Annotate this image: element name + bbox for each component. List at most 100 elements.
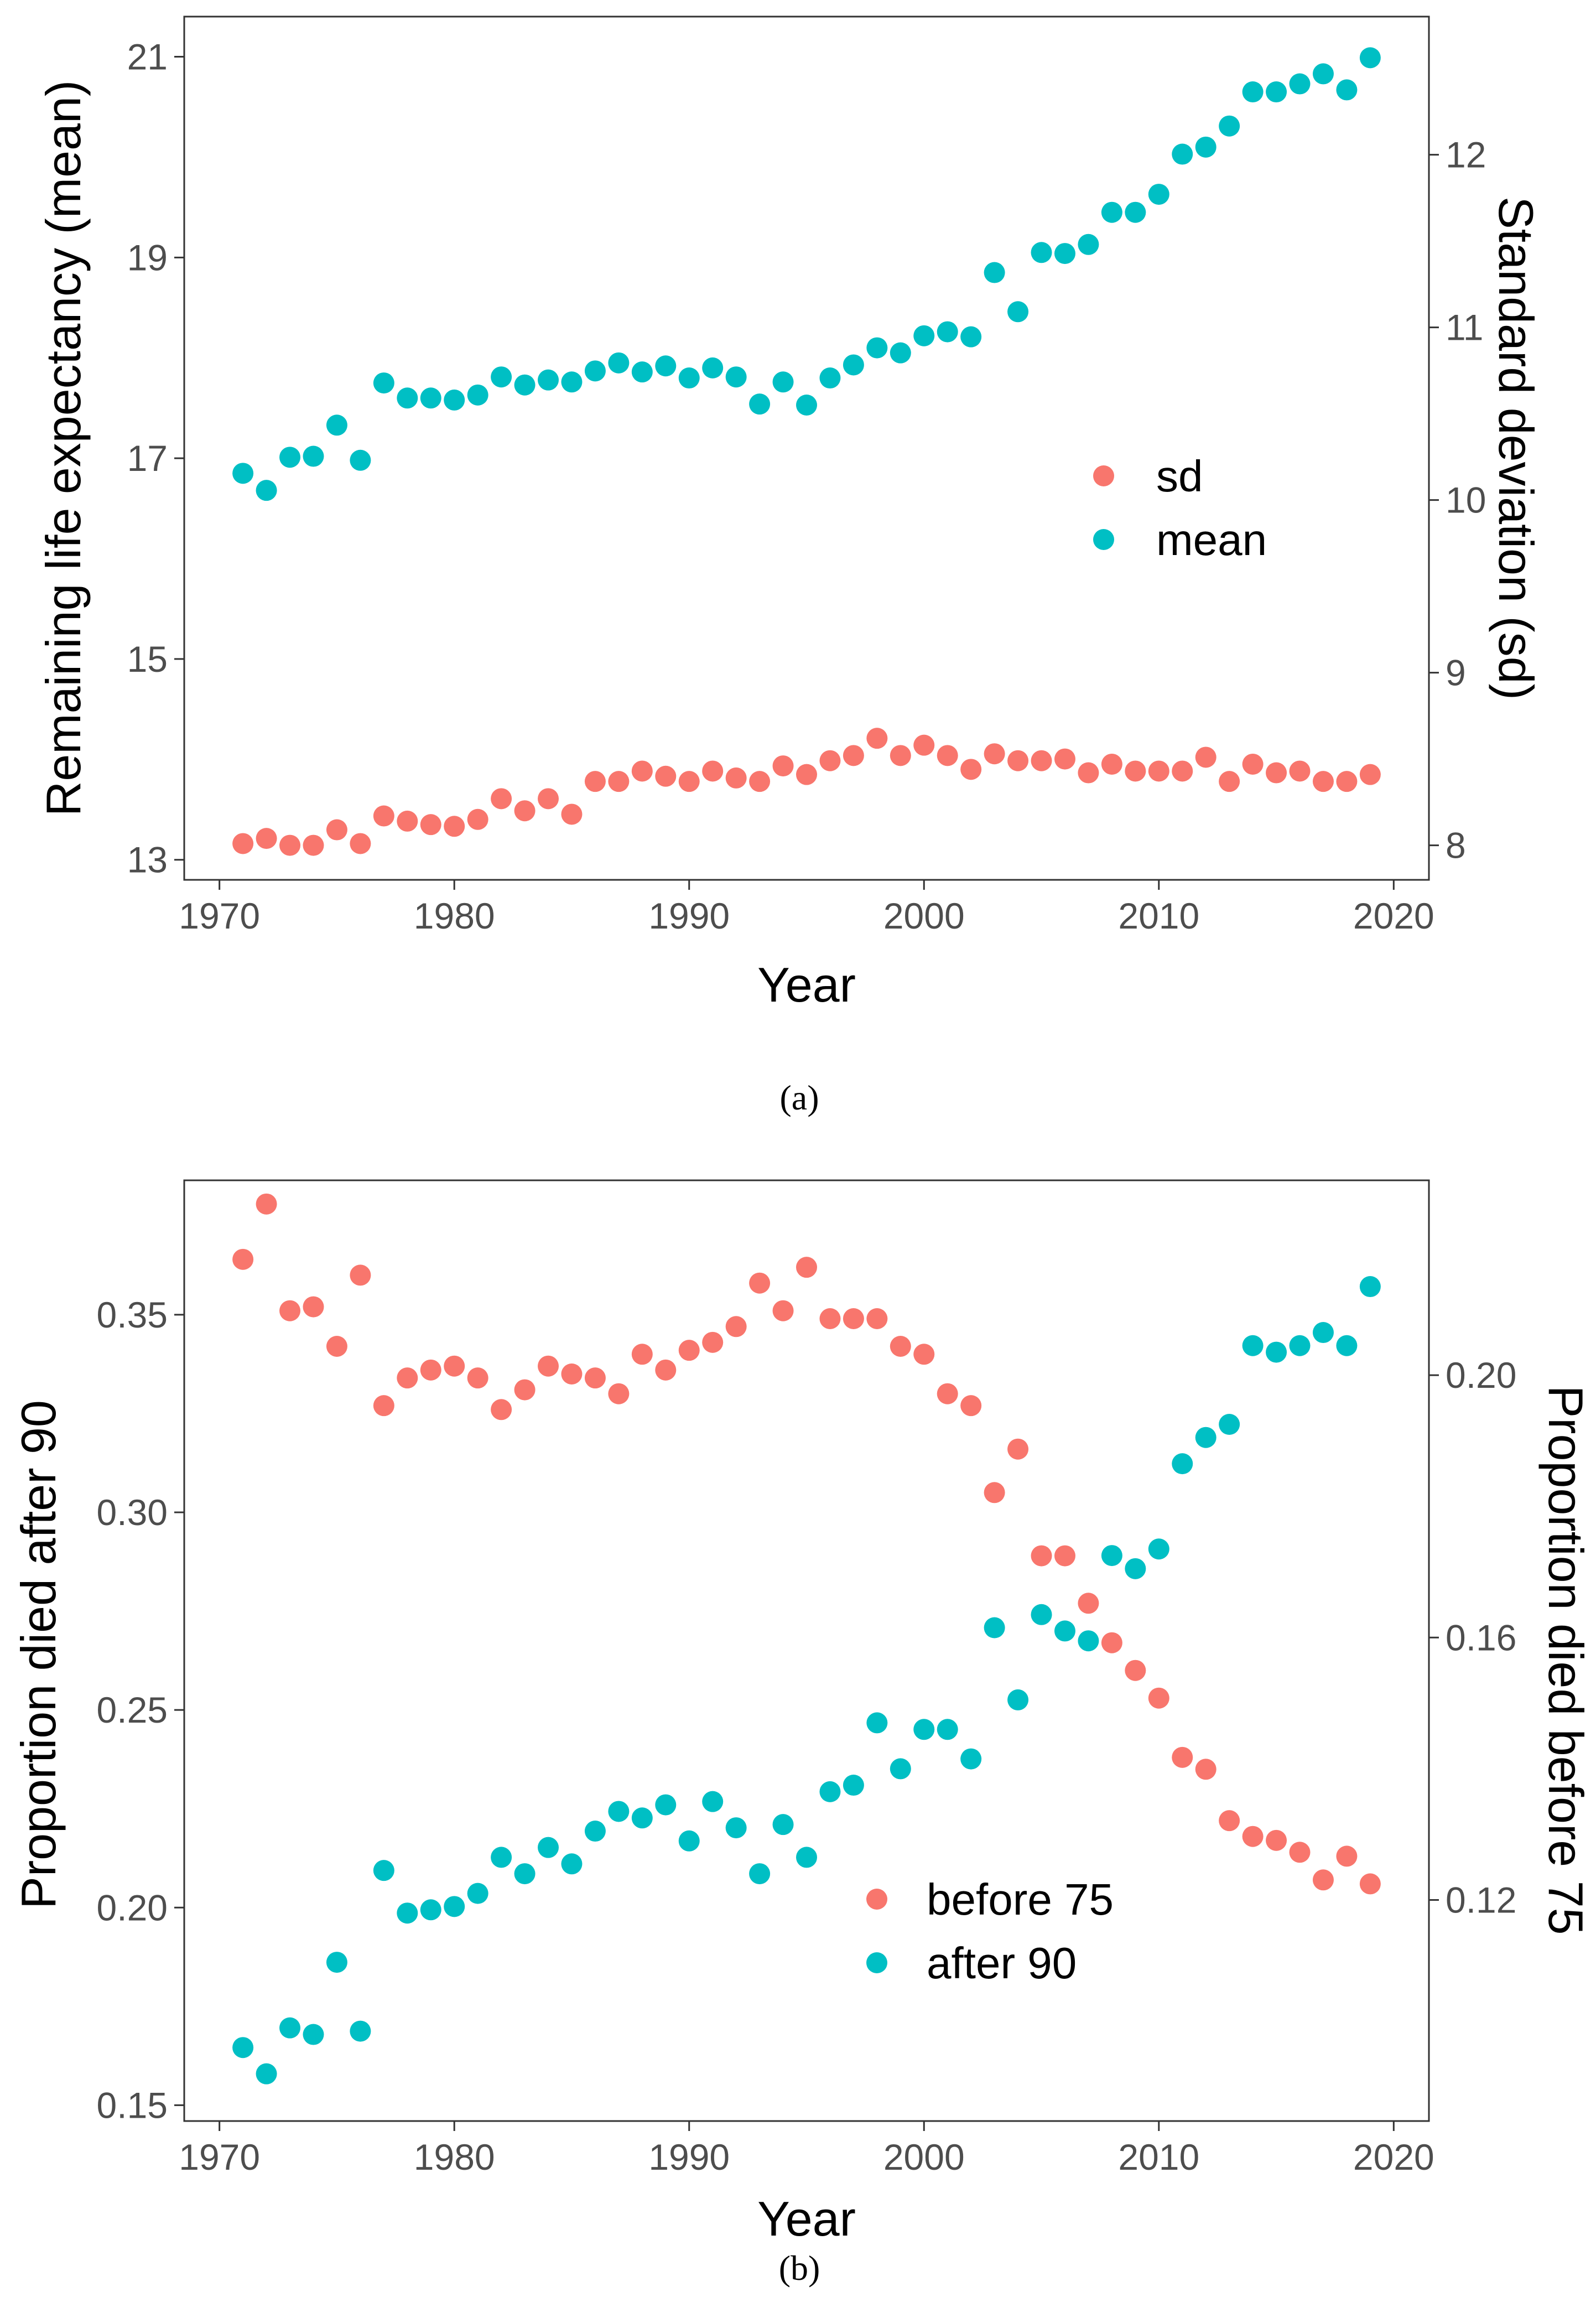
point-after-90: [538, 1837, 559, 1858]
point-before-75: [232, 1248, 254, 1270]
point-before-75: [397, 1367, 418, 1389]
point-after-90: [843, 1775, 864, 1796]
panel-b-left-y-axis-label: Proportion died after 90: [11, 1400, 66, 1909]
point-sd: [1312, 771, 1334, 792]
point-mean: [608, 352, 630, 374]
point-sd: [420, 814, 441, 836]
left-y-tick-label: 0.35: [97, 1294, 168, 1335]
point-after-90: [420, 1899, 441, 1921]
point-mean: [491, 366, 512, 388]
point-sd: [819, 750, 841, 771]
point-mean: [420, 387, 441, 409]
point-after-90: [937, 1719, 958, 1740]
point-before-75: [1148, 1687, 1169, 1709]
point-after-90: [584, 1821, 606, 1842]
point-mean: [303, 445, 324, 467]
point-after-90: [444, 1896, 465, 1917]
panel-b-x-axis-label: Year: [757, 2191, 856, 2246]
point-after-90: [913, 1719, 935, 1740]
point-after-90: [491, 1847, 512, 1868]
panel-a-right-y-axis: 8 9 10 11 12: [1429, 134, 1486, 866]
point-before-75: [303, 1296, 324, 1318]
point-sd: [561, 803, 583, 825]
point-after-90: [1336, 1335, 1358, 1356]
point-after-90: [514, 1863, 536, 1885]
point-after-90: [279, 2017, 301, 2039]
point-after-90: [1289, 1335, 1311, 1356]
point-sd: [1101, 753, 1122, 775]
point-sd: [397, 810, 418, 832]
point-sd: [1336, 771, 1358, 792]
point-before-75: [350, 1264, 371, 1286]
x-tick-label: 1970: [179, 2137, 260, 2177]
left-y-tick-label: 19: [127, 237, 168, 278]
point-mean: [1101, 201, 1122, 223]
point-before-75: [326, 1336, 347, 1357]
point-after-90: [702, 1791, 724, 1812]
point-after-90: [1031, 1604, 1052, 1625]
point-before-75: [890, 1336, 911, 1357]
point-before-75: [1242, 1826, 1264, 1847]
panel-a-right-y-axis-label: Standard deviation (sd): [1489, 196, 1543, 700]
point-sd: [1242, 753, 1264, 775]
point-before-75: [279, 1300, 301, 1321]
point-sd: [1359, 764, 1381, 785]
panel-b-legend-label-before-75: before 75: [927, 1875, 1114, 1924]
panel-b-legend: before 75 after 90: [866, 1875, 1114, 1988]
point-mean: [326, 414, 347, 436]
point-before-75: [608, 1383, 630, 1404]
right-y-tick-label: 8: [1446, 825, 1466, 866]
point-before-75: [514, 1379, 536, 1401]
point-sd: [1289, 760, 1311, 782]
point-mean: [843, 354, 864, 376]
x-tick-label: 1990: [648, 2137, 730, 2177]
point-after-90: [1007, 1689, 1029, 1710]
point-before-75: [749, 1272, 771, 1294]
point-before-75: [1007, 1438, 1029, 1460]
point-sd: [1148, 760, 1169, 782]
point-mean: [1195, 136, 1217, 158]
point-mean: [584, 360, 606, 382]
point-sd: [538, 788, 559, 810]
point-mean: [819, 367, 841, 389]
point-sd: [1078, 762, 1099, 784]
point-after-90: [397, 1902, 418, 1924]
right-y-tick-label: 11: [1446, 307, 1484, 348]
point-sd: [1031, 750, 1052, 771]
x-tick-label: 2010: [1118, 2137, 1199, 2177]
right-y-tick-label: 9: [1446, 652, 1466, 693]
point-sd: [350, 833, 371, 854]
point-mean: [937, 321, 958, 343]
left-y-tick-label: 17: [127, 438, 168, 479]
point-after-90: [608, 1801, 630, 1822]
point-sd: [608, 771, 630, 792]
x-tick-label: 2000: [883, 2137, 965, 2177]
panel-a-caption: (a): [779, 1078, 819, 1117]
point-sd: [749, 771, 771, 792]
panel-b-caption: (b): [779, 2248, 820, 2288]
point-mean: [913, 325, 935, 346]
point-after-90: [303, 2024, 324, 2045]
point-before-75: [1359, 1873, 1381, 1895]
point-before-75: [984, 1482, 1005, 1503]
point-before-75: [937, 1383, 958, 1404]
panel-b-left-y-axis: 0.15 0.20 0.25 0.30 0.35: [97, 1294, 184, 2125]
point-after-90: [326, 1952, 347, 1973]
point-sd: [866, 728, 888, 749]
right-y-tick-label: 0.16: [1446, 1617, 1516, 1658]
x-tick-label: 1970: [179, 895, 260, 936]
point-sd: [584, 771, 606, 792]
point-before-75: [420, 1359, 441, 1381]
point-mean: [1007, 301, 1029, 323]
x-tick-label: 1980: [414, 2137, 495, 2177]
point-before-75: [819, 1308, 841, 1329]
point-after-90: [819, 1781, 841, 1802]
right-y-tick-label: 10: [1446, 480, 1486, 521]
point-before-75: [1336, 1845, 1358, 1867]
point-before-75: [796, 1257, 817, 1278]
point-after-90: [678, 1830, 700, 1852]
point-mean: [373, 372, 394, 394]
panel-a-left-y-axis: 13 15 17 19 21: [127, 37, 184, 880]
point-mean: [1266, 81, 1287, 103]
point-mean: [1359, 47, 1381, 69]
